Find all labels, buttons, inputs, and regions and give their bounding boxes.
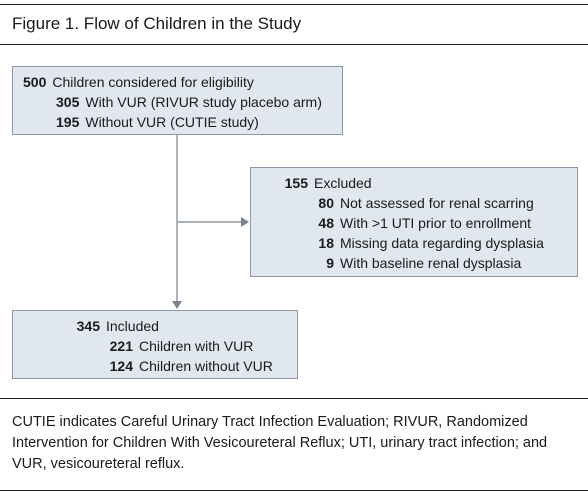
excluded-line-dysplasia: 9 With baseline renal dysplasia [312, 253, 521, 273]
footnote-top-rule [0, 398, 588, 399]
included-box: 345 Included 221 Children with VUR 124 Chil… [12, 310, 298, 379]
included-vur-label: Children with VUR [139, 338, 254, 354]
considered-total-count: 500 [23, 74, 47, 90]
considered-line-vur: 305 With VUR (RIVUR study placebo arm) [56, 92, 322, 112]
excluded-line-missing: 18 Missing data regarding dysplasia [312, 233, 544, 253]
down-arrowhead-icon [172, 301, 182, 309]
considered-total-label: Children considered for eligibility [52, 74, 254, 90]
right-arrowhead-icon [241, 217, 249, 227]
included-total-count: 345 [76, 318, 100, 334]
considered-vur-count: 305 [56, 94, 80, 110]
considered-novur-count: 195 [56, 114, 80, 130]
figure-title: Figure 1. Flow of Children in the Study [12, 14, 302, 33]
excluded-line-scarring: 80 Not assessed for renal scarring [312, 193, 534, 213]
excluded-scarring-label: Not assessed for renal scarring [340, 195, 534, 211]
excluded-line-total: 155 Excluded [280, 173, 372, 193]
excluded-total-label: Excluded [314, 175, 372, 191]
considered-vur-label: With VUR (RIVUR study placebo arm) [85, 94, 322, 110]
considered-box: 500 Children considered for eligibility 3… [12, 66, 343, 135]
excluded-missing-count: 18 [318, 235, 334, 251]
excluded-missing-label: Missing data regarding dysplasia [340, 235, 544, 251]
excluded-line-uti: 48 With >1 UTI prior to enrollment [312, 213, 531, 233]
excluded-dysplasia-count: 9 [326, 255, 334, 271]
considered-line-novur: 195 Without VUR (CUTIE study) [56, 112, 259, 132]
included-novur-label: Children without VUR [139, 358, 273, 374]
considered-novur-label: Without VUR (CUTIE study) [85, 114, 259, 130]
excluded-total-count: 155 [284, 175, 308, 191]
included-line-vur: 221 Children with VUR [105, 336, 254, 356]
excluded-uti-label: With >1 UTI prior to enrollment [340, 215, 532, 231]
included-novur-count: 124 [109, 358, 133, 374]
included-total-label: Included [106, 318, 159, 334]
bottom-rule [0, 490, 588, 491]
included-vur-count: 221 [109, 338, 133, 354]
considered-line-total: 500 Children considered for eligibility [23, 72, 254, 92]
title-rule [0, 44, 588, 45]
excluded-scarring-count: 80 [318, 195, 334, 211]
excluded-dysplasia-label: With baseline renal dysplasia [340, 255, 522, 271]
excluded-box: 155 Excluded 80 Not assessed for renal sca… [250, 167, 578, 277]
included-line-total: 345 Included [72, 316, 159, 336]
included-line-novur: 124 Children without VUR [105, 356, 273, 376]
top-rule [0, 4, 588, 5]
excluded-uti-count: 48 [318, 215, 334, 231]
figure-footnote: CUTIE indicates Careful Urinary Tract In… [12, 414, 548, 472]
